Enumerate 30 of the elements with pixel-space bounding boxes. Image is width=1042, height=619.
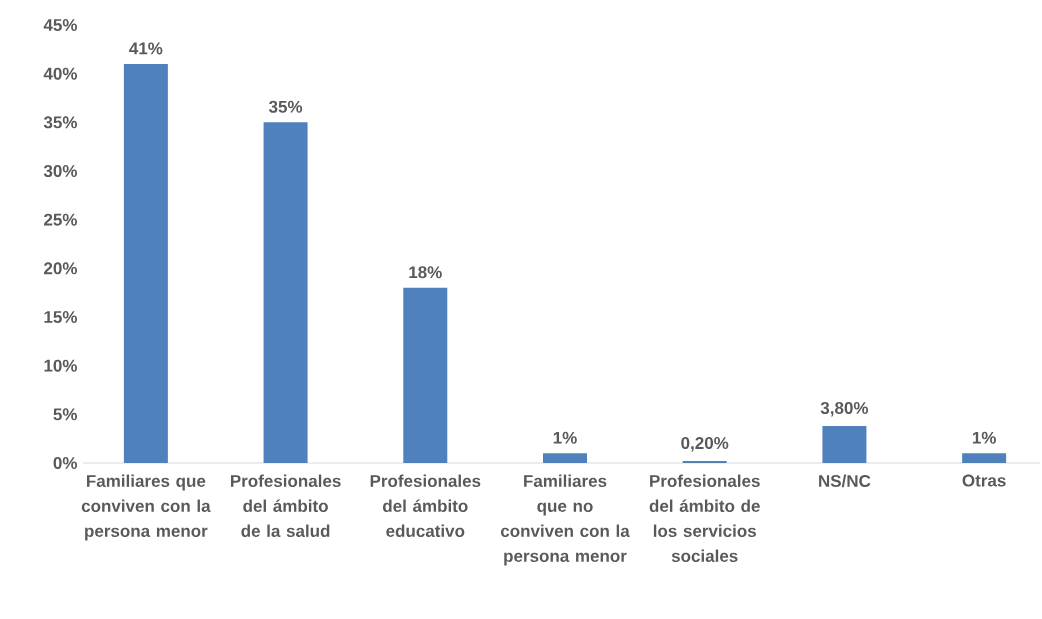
y-tick-label: 25% (44, 213, 78, 226)
data-label: 0,20% (681, 437, 729, 452)
x-tick-label: Profesionales del ámbito educativo (370, 474, 481, 538)
y-tick-label: 45% (43, 19, 78, 31)
x-tick-label: Familiares que no conviven con la persona menor (500, 474, 630, 566)
bar (123, 63, 168, 463)
y-tick-label: 20% (44, 262, 78, 275)
y-tick-label: 30% (43, 164, 78, 178)
x-tick-label: Profesionales del ámbito de los servicios sociales (649, 474, 760, 563)
data-label: 18% (409, 266, 442, 279)
bar (403, 287, 448, 463)
bar (822, 426, 867, 463)
data-label: 3,80% (820, 401, 869, 417)
data-label: 35% (268, 100, 303, 113)
bar (263, 122, 308, 463)
x-tick-label: Otras (962, 474, 1006, 487)
y-tick-label: 10% (44, 359, 78, 372)
x-tick-label: Familiares que conviven con la persona menor (81, 474, 211, 541)
y-tick-label: 40% (43, 67, 78, 80)
x-tick-label: NS/NC (819, 474, 871, 488)
data-label: 41% (129, 42, 163, 55)
bar (543, 453, 587, 463)
bar (962, 453, 1007, 463)
x-tick-label: Profesionales del ámbito de la salud (230, 474, 341, 538)
y-tick-label: 15% (44, 311, 78, 323)
data-label: 1% (972, 431, 996, 444)
data-label: 1% (553, 431, 577, 444)
y-tick-label: 0% (53, 456, 78, 470)
y-tick-label: 35% (43, 116, 78, 129)
y-tick-label: 5% (53, 408, 78, 421)
